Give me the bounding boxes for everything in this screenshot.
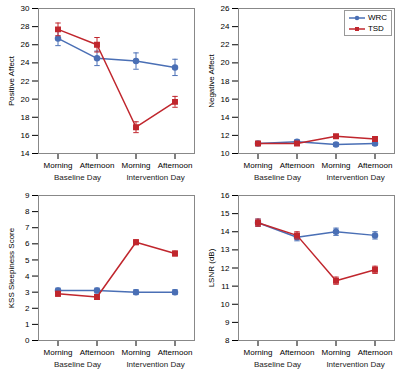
svg-text:4: 4 <box>25 272 30 281</box>
svg-text:Intervention Day: Intervention Day <box>126 360 184 369</box>
svg-text:Morning: Morning <box>244 348 273 357</box>
svg-text:Afternoon: Afternoon <box>358 161 393 170</box>
svg-text:9: 9 <box>25 191 30 200</box>
svg-text:24: 24 <box>21 58 30 67</box>
svg-text:7: 7 <box>25 223 30 232</box>
html-text:WRC: WRC <box>367 13 387 22</box>
svg-text:Negative Affect: Negative Affect <box>207 53 216 107</box>
svg-text:Intervention Day: Intervention Day <box>326 173 384 182</box>
html-text:TSD: TSD <box>367 24 384 33</box>
svg-text:Afternoon: Afternoon <box>280 161 315 170</box>
svg-text:Intervention Day: Intervention Day <box>126 173 184 182</box>
svg-text:Baseline Day: Baseline Day <box>54 173 101 182</box>
svg-text:Morning: Morning <box>322 161 351 170</box>
svg-text:Intervention Day: Intervention Day <box>326 360 384 369</box>
svg-text:Afternoon: Afternoon <box>280 348 315 357</box>
svg-text:15: 15 <box>221 209 230 218</box>
svg-text:14: 14 <box>221 227 230 236</box>
svg-text:Morning: Morning <box>322 348 351 357</box>
svg-text:26: 26 <box>221 4 230 13</box>
svg-text:Baseline Day: Baseline Day <box>54 360 101 369</box>
svg-text:24: 24 <box>221 22 230 31</box>
svg-text:16: 16 <box>221 191 230 200</box>
svg-text:22: 22 <box>21 77 30 86</box>
svg-text:30: 30 <box>21 4 30 13</box>
svg-text:Afternoon: Afternoon <box>358 348 393 357</box>
svg-text:Afternoon: Afternoon <box>158 161 193 170</box>
svg-text:Morning: Morning <box>244 161 273 170</box>
svg-text:18: 18 <box>21 113 30 122</box>
svg-text:LSNR (dB): LSNR (dB) <box>207 248 216 287</box>
svg-text:13: 13 <box>221 245 230 254</box>
svg-text:Morning: Morning <box>122 161 151 170</box>
svg-text:5: 5 <box>25 256 30 265</box>
svg-text:26: 26 <box>21 40 30 49</box>
svg-text:KSS Sleepiness Score: KSS Sleepiness Score <box>7 227 16 308</box>
svg-text:Morning: Morning <box>122 348 151 357</box>
svg-text:14: 14 <box>221 113 230 122</box>
svg-text:Afternoon: Afternoon <box>158 348 193 357</box>
svg-text:16: 16 <box>21 131 30 140</box>
svg-text:2: 2 <box>25 304 30 313</box>
svg-text:Afternoon: Afternoon <box>80 161 115 170</box>
svg-text:Baseline Day: Baseline Day <box>254 360 301 369</box>
svg-text:Positive Affect: Positive Affect <box>7 55 16 106</box>
svg-text:14: 14 <box>21 149 30 158</box>
svg-text:3: 3 <box>25 288 30 297</box>
svg-text:0: 0 <box>25 336 30 345</box>
svg-text:28: 28 <box>21 22 30 31</box>
svg-text:9: 9 <box>225 318 230 327</box>
svg-text:10: 10 <box>221 149 230 158</box>
svg-text:16: 16 <box>221 95 230 104</box>
svg-text:22: 22 <box>221 40 230 49</box>
svg-text:8: 8 <box>225 336 230 345</box>
svg-text:20: 20 <box>221 58 230 67</box>
svg-text:12: 12 <box>221 131 230 140</box>
svg-text:10: 10 <box>221 300 230 309</box>
svg-text:18: 18 <box>221 77 230 86</box>
svg-text:11: 11 <box>221 282 230 291</box>
svg-text:Morning: Morning <box>44 348 73 357</box>
svg-text:6: 6 <box>25 239 30 248</box>
svg-text:1: 1 <box>25 320 30 329</box>
svg-text:Baseline Day: Baseline Day <box>254 173 301 182</box>
svg-text:20: 20 <box>21 95 30 104</box>
svg-text:Morning: Morning <box>44 161 73 170</box>
svg-text:Afternoon: Afternoon <box>80 348 115 357</box>
svg-text:8: 8 <box>25 207 30 216</box>
svg-text:12: 12 <box>221 264 230 273</box>
